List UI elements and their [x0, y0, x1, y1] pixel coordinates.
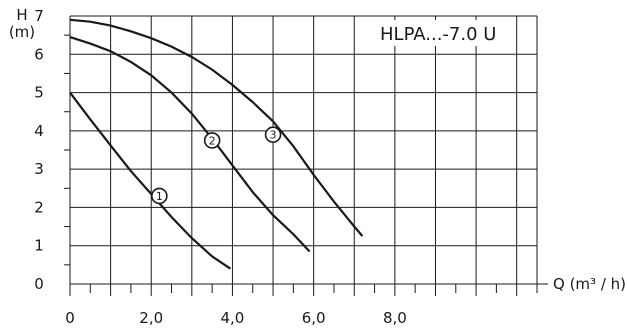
curve-marker-1 [151, 187, 168, 205]
pump-curve-3 [69, 18, 364, 237]
curve-marker-label-3: 3 [270, 129, 277, 142]
x-tick-label: 2,0 [139, 309, 163, 327]
y-tick-label: 7 [34, 7, 44, 25]
y-tick-label: 4 [34, 122, 44, 140]
x-tick-label: 8,0 [383, 309, 407, 327]
curve-marker-2 [203, 132, 221, 149]
x-axis-title: Q (m³ / h) [553, 275, 626, 293]
pump-curve-2 [69, 36, 311, 253]
y-tick-label: 2 [34, 198, 44, 216]
curve-marker-label-1: 1 [156, 190, 163, 203]
y-tick-label: 0 [34, 275, 44, 293]
y-tick-label: 1 [34, 237, 44, 255]
y-axis-title: H [16, 6, 27, 24]
curve-marker-3 [264, 126, 282, 143]
curve-marker-label-2: 2 [209, 134, 216, 147]
chart-labels: 0 1 2 3 4 5 6 7 0 2,0 4,0 6,0 8,0 H(m) Q (m³ / h) HLPA.… [9, 6, 626, 327]
x-tick-label: 0 [65, 309, 75, 327]
model-label: HLPA...-7.0 U [380, 24, 496, 45]
chart-grid [64, 15, 548, 296]
x-tick-label: 6,0 [302, 309, 326, 327]
model-label-background [370, 20, 498, 46]
pump-curves: 1 2 3 [69, 18, 364, 270]
y-tick-label: 5 [34, 84, 44, 102]
y-tick-label: 3 [34, 160, 44, 178]
pump-curve-1 [69, 91, 232, 270]
y-tick-label: 6 [34, 45, 44, 63]
y-axis-unit: (m) [9, 23, 35, 41]
x-tick-label: 4,0 [221, 309, 245, 327]
